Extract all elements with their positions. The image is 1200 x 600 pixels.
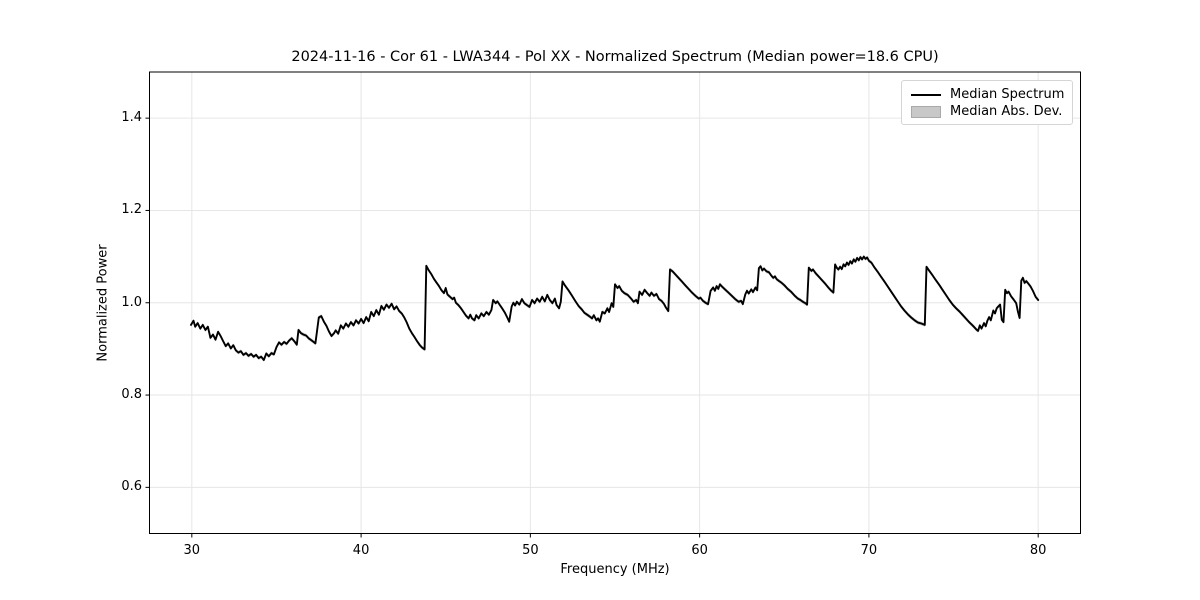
median-abs-dev-band [191, 254, 1039, 362]
x-tick-label: 60 [691, 543, 708, 558]
legend-label: Median Abs. Dev. [950, 104, 1063, 119]
legend: Median Spectrum Median Abs. Dev. [901, 80, 1073, 125]
legend-row-median-abs-dev: Median Abs. Dev. [911, 103, 1066, 120]
y-tick-label: 0.6 [121, 479, 142, 495]
x-tick-label: 80 [1029, 543, 1047, 558]
median-spectrum-line-swatch [911, 93, 941, 96]
legend-label: Median Spectrum [950, 87, 1065, 102]
x-axis-label: Frequency (MHz) [560, 562, 670, 577]
x-tick-label: 70 [860, 543, 878, 558]
tick-marks [145, 117, 1039, 538]
median-abs-dev-patch-swatch [911, 105, 941, 118]
legend-row-median-spectrum: Median Spectrum [911, 86, 1066, 103]
gridlines [149, 72, 1081, 534]
x-tick-label: 40 [352, 543, 370, 558]
y-tick-label: 1.0 [121, 294, 142, 310]
chart-title: 2024-11-16 - Cor 61 - LWA344 - Pol XX - … [291, 49, 939, 65]
x-tick-label: 30 [183, 543, 201, 558]
median-spectrum-line [190, 255, 1040, 361]
y-tick-label: 0.8 [121, 387, 142, 403]
y-tick-label: 1.4 [121, 110, 142, 126]
x-tick-label: 50 [522, 543, 539, 558]
y-tick-label: 1.2 [121, 202, 142, 218]
